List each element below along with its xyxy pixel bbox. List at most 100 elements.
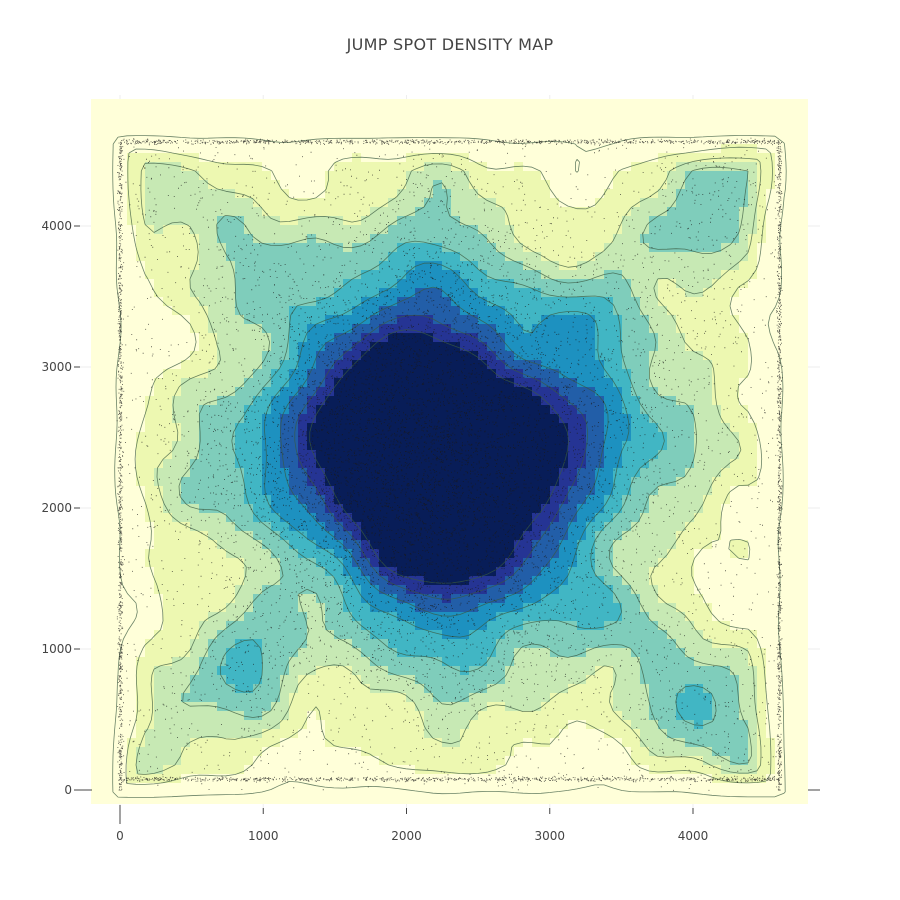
density-cell — [433, 531, 443, 541]
density-cell — [766, 468, 776, 478]
density-cell — [253, 378, 263, 388]
density-cell — [235, 351, 245, 361]
density-cell — [298, 729, 308, 739]
density-cell — [541, 594, 551, 604]
density-cell — [748, 693, 758, 703]
density-cell — [244, 477, 254, 487]
density-cell — [712, 297, 722, 307]
density-cell — [181, 441, 191, 451]
density-cell — [478, 207, 488, 217]
density-cell — [604, 558, 614, 568]
density-cell — [703, 531, 713, 541]
density-cell — [694, 135, 704, 145]
density-cell — [118, 513, 128, 523]
density-cell — [649, 450, 659, 460]
density-cell — [253, 711, 263, 721]
density-cell — [505, 711, 515, 721]
density-cell — [334, 450, 344, 460]
density-cell — [316, 567, 326, 577]
density-cell — [181, 180, 191, 190]
density-cell — [424, 180, 434, 190]
density-cell — [703, 342, 713, 352]
density-cell — [136, 153, 146, 163]
density-cell — [559, 639, 569, 649]
density-cell — [568, 522, 578, 532]
density-cell — [523, 729, 533, 739]
density-cell — [676, 396, 686, 406]
density-cell — [622, 621, 632, 631]
density-cell — [343, 504, 353, 514]
density-cell — [415, 729, 425, 739]
density-cell — [712, 729, 722, 739]
density-cell — [361, 378, 371, 388]
density-cell — [271, 657, 281, 667]
density-cell — [487, 621, 497, 631]
density-cell — [712, 225, 722, 235]
density-cell — [253, 657, 263, 667]
density-cell — [298, 450, 308, 460]
density-cell — [730, 630, 740, 640]
density-cell — [685, 360, 695, 370]
density-cell — [388, 162, 398, 172]
density-cell — [217, 630, 227, 640]
density-cell — [496, 216, 506, 226]
density-cell — [199, 459, 209, 469]
density-cell — [280, 234, 290, 244]
density-cell — [712, 387, 722, 397]
density-cell — [442, 360, 452, 370]
density-cell — [721, 648, 731, 658]
density-cell — [775, 279, 785, 289]
density-cell — [487, 252, 497, 262]
density-cell — [640, 738, 650, 748]
density-cell — [739, 666, 749, 676]
density-cell — [145, 702, 155, 712]
density-cell — [757, 324, 767, 334]
density-cell — [154, 198, 164, 208]
density-cell — [541, 477, 551, 487]
density-cell — [136, 297, 146, 307]
density-cell — [217, 396, 227, 406]
density-cell — [442, 315, 452, 325]
density-cell — [676, 459, 686, 469]
density-cell — [280, 702, 290, 712]
density-cell — [721, 144, 731, 154]
density-cell — [577, 666, 587, 676]
density-cell — [721, 549, 731, 559]
density-cell — [127, 342, 137, 352]
density-cell — [487, 585, 497, 595]
density-cell — [487, 162, 497, 172]
density-cell — [406, 261, 416, 271]
density-cell — [757, 360, 767, 370]
density-cell — [172, 693, 182, 703]
density-cell — [172, 486, 182, 496]
density-cell — [343, 441, 353, 451]
density-cell — [388, 234, 398, 244]
density-cell — [181, 639, 191, 649]
density-cell — [352, 639, 362, 649]
density-cell — [190, 207, 200, 217]
density-cell — [541, 495, 551, 505]
density-cell — [712, 360, 722, 370]
density-cell — [685, 414, 695, 424]
density-cell — [316, 549, 326, 559]
density-cell — [199, 720, 209, 730]
density-cell — [406, 495, 416, 505]
density-cell — [271, 288, 281, 298]
density-cell — [334, 657, 344, 667]
density-cell — [667, 540, 677, 550]
density-cell — [262, 729, 272, 739]
density-cell — [415, 522, 425, 532]
density-cell — [271, 216, 281, 226]
density-cell — [379, 531, 389, 541]
density-cell — [172, 441, 182, 451]
density-cell — [271, 171, 281, 181]
density-cell — [469, 702, 479, 712]
density-cell — [649, 477, 659, 487]
density-cell — [712, 234, 722, 244]
density-cell — [676, 279, 686, 289]
density-cell — [208, 720, 218, 730]
density-cell — [523, 531, 533, 541]
density-cell — [667, 369, 677, 379]
density-cell — [190, 198, 200, 208]
density-cell — [487, 675, 497, 685]
